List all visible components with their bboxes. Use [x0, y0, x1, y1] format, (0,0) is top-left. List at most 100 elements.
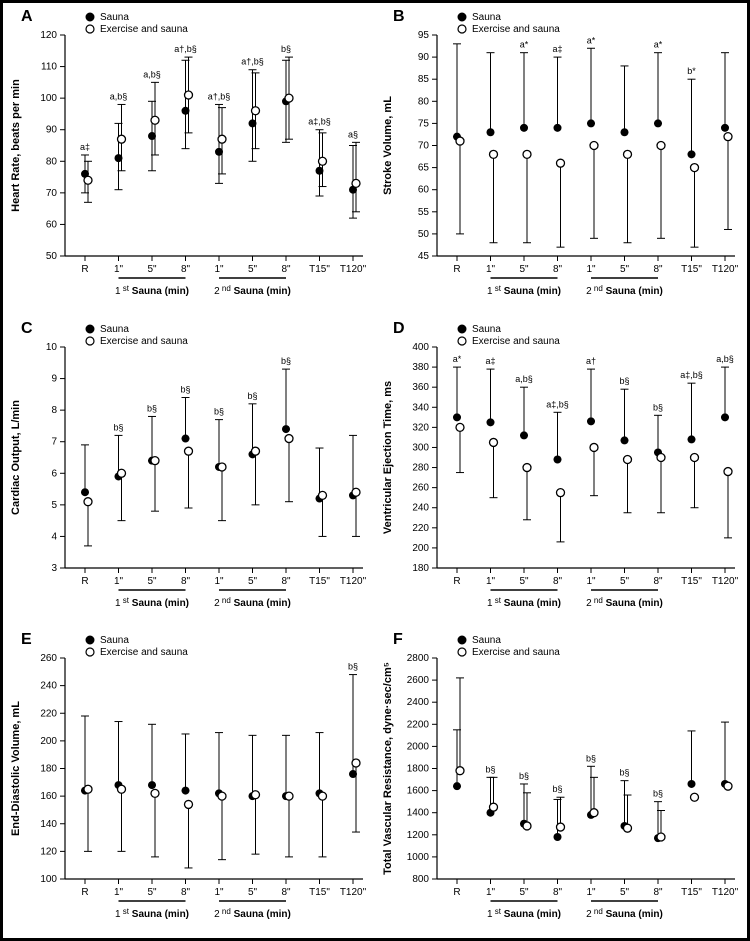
x-tick-label: 5"	[248, 576, 258, 587]
y-tick-label: 280	[412, 462, 429, 473]
annotation: a‡	[552, 44, 562, 54]
sauna-point	[554, 455, 562, 463]
ex-point	[624, 150, 632, 158]
ex-point	[691, 794, 699, 802]
panel-E: ESaunaExercise and sauna1001201401601802…	[3, 626, 375, 938]
y-tick-label: 200	[412, 543, 429, 554]
sauna-point	[520, 431, 528, 439]
x-tick-label: T120"	[712, 264, 739, 275]
y-tick-label: 320	[412, 422, 429, 433]
annotation: b§	[619, 376, 629, 386]
annotation: b§	[147, 403, 157, 413]
x-tick-label: 5"	[620, 887, 630, 898]
annotation: a*	[453, 354, 462, 364]
x-tick-label: 1"	[214, 264, 224, 275]
y-tick-label: 1200	[407, 830, 430, 841]
x-tick-label: 8"	[553, 887, 563, 898]
x-tick-label: 8"	[653, 887, 663, 898]
annotation: b*	[687, 66, 696, 76]
legend-sauna-marker	[86, 325, 94, 333]
group2-label: 2 nd Sauna (min)	[214, 907, 291, 920]
y-tick-label: 360	[412, 382, 429, 393]
ex-point	[590, 443, 598, 451]
legend-sauna-marker	[458, 325, 466, 333]
y-tick-label: 240	[412, 502, 429, 513]
annotation: b§	[348, 662, 358, 672]
y-tick-label: 220	[412, 522, 429, 533]
group1-label: 1 st Sauna (min)	[115, 907, 189, 920]
x-tick-label: T120"	[712, 887, 739, 898]
x-tick-label: 8"	[653, 264, 663, 275]
group2-label: 2 nd Sauna (min)	[586, 907, 663, 920]
y-tick-label: 800	[412, 874, 429, 885]
y-tick-label: 400	[412, 342, 429, 353]
y-tick-label: 6	[51, 468, 57, 479]
ex-point	[252, 791, 260, 799]
annotation: b§	[247, 390, 257, 400]
x-tick-label: 5"	[147, 887, 157, 898]
x-tick-label: 1"	[214, 887, 224, 898]
legend-ex-marker	[458, 648, 466, 656]
x-tick-label: T120"	[712, 576, 739, 587]
y-tick-label: 160	[40, 791, 57, 802]
group1-label: 1 st Sauna (min)	[487, 284, 561, 297]
legend-sauna-label: Sauna	[472, 635, 501, 646]
ex-point	[185, 447, 193, 455]
y-tick-label: 75	[418, 118, 430, 129]
y-axis-label: Total Vascular Resistance, dyne·sec/cm⁵	[382, 662, 394, 875]
x-tick-label: 1"	[486, 264, 496, 275]
ex-point	[724, 133, 732, 141]
legend-ex-marker	[86, 337, 94, 345]
x-tick-label: 1"	[214, 576, 224, 587]
x-tick-label: T15"	[681, 576, 702, 587]
legend-sauna-marker	[458, 636, 466, 644]
annotation: b§	[113, 422, 123, 432]
ex-point	[84, 176, 92, 184]
sauna-point	[721, 124, 729, 132]
panel-B-svg: BSaunaExercise and sauna4550556065707580…	[375, 3, 747, 314]
y-tick-label: 2800	[407, 653, 430, 664]
y-tick-label: 300	[412, 442, 429, 453]
x-tick-label: 1"	[586, 576, 596, 587]
x-tick-label: 8"	[181, 264, 191, 275]
sauna-point	[182, 434, 190, 442]
panel-letter: F	[393, 631, 403, 648]
panel-letter: A	[21, 8, 33, 25]
legend-ex-marker	[458, 337, 466, 345]
group2-label: 2 nd Sauna (min)	[214, 596, 291, 609]
ex-point	[118, 469, 126, 477]
group1-label: 1 st Sauna (min)	[487, 907, 561, 920]
y-tick-label: 1400	[407, 808, 430, 819]
ex-point	[185, 91, 193, 99]
annotation: a†,b§	[174, 44, 197, 54]
y-tick-label: 120	[40, 30, 57, 41]
group1-label: 1 st Sauna (min)	[115, 596, 189, 609]
annotation: a†,b§	[241, 57, 264, 67]
x-tick-label: T15"	[681, 887, 702, 898]
y-tick-label: 55	[418, 207, 430, 218]
y-tick-label: 220	[40, 709, 57, 720]
x-tick-label: T15"	[309, 887, 330, 898]
ex-point	[523, 463, 531, 471]
x-tick-label: 5"	[519, 576, 529, 587]
sauna-point	[520, 124, 528, 132]
y-tick-label: 50	[418, 229, 430, 240]
group1-label: 1 st Sauna (min)	[487, 596, 561, 609]
x-tick-label: R	[453, 887, 460, 898]
y-tick-label: 60	[46, 219, 58, 230]
panel-letter: D	[393, 320, 405, 337]
y-tick-label: 120	[40, 847, 57, 858]
legend-sauna-label: Sauna	[472, 12, 501, 23]
x-tick-label: 1"	[586, 264, 596, 275]
annotation: b§	[180, 384, 190, 394]
y-tick-label: 70	[418, 141, 430, 152]
annotation: a*	[654, 40, 663, 50]
ex-point	[352, 488, 360, 496]
ex-point	[218, 135, 226, 143]
ex-point	[523, 822, 531, 830]
sauna-point	[554, 833, 562, 841]
x-tick-label: R	[453, 264, 460, 275]
annotation: a‡,b§	[308, 117, 331, 127]
ex-point	[657, 142, 665, 150]
y-tick-label: 1800	[407, 764, 430, 775]
